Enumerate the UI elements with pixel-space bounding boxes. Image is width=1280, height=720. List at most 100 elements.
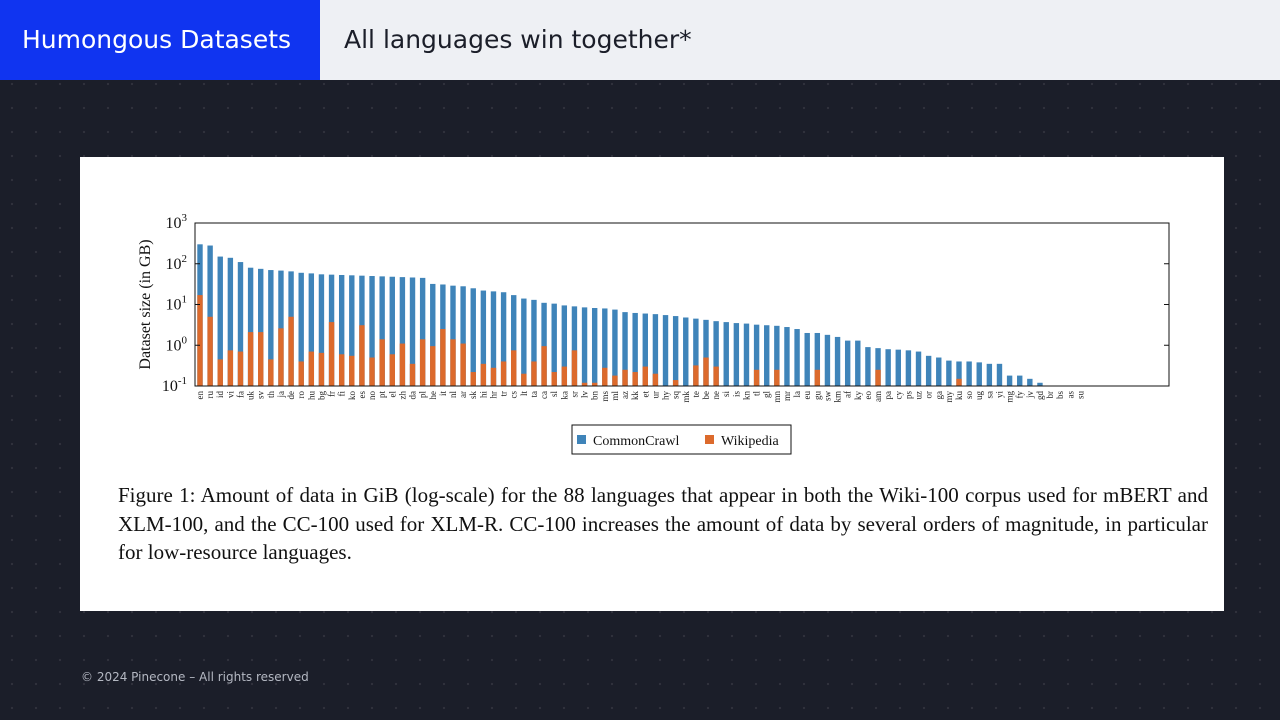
x-tick-label-el: el — [387, 391, 397, 398]
y-axis-label: Dataset size (in GB) — [137, 239, 154, 369]
bar-commoncrawl-mg — [1006, 375, 1013, 386]
x-tick-label-bn: bn — [590, 391, 600, 401]
x-tick-label-ca: ca — [539, 391, 549, 399]
x-tick-label-ru: ru — [205, 391, 215, 399]
bar-commoncrawl-ml — [612, 309, 618, 386]
bar-commoncrawl-te — [693, 318, 699, 386]
x-tick-label-jv: jv — [1025, 391, 1035, 400]
x-tick-label-it: it — [438, 391, 448, 397]
bar-commoncrawl-bg — [318, 274, 325, 386]
x-tick-label-sl: sl — [549, 391, 559, 398]
bar-commoncrawl-af — [844, 340, 851, 386]
bar-commoncrawl-ca — [541, 302, 547, 386]
bar-commoncrawl-cs — [511, 295, 517, 386]
bar-commoncrawl-da — [409, 277, 416, 386]
bar-commoncrawl-ne — [713, 321, 719, 386]
bar-commoncrawl-ps — [905, 350, 912, 386]
legend-swatch-wikipedia — [705, 435, 714, 444]
x-tick-label-su: su — [1075, 391, 1085, 400]
bar-commoncrawl-kk — [632, 312, 638, 386]
x-tick-label-km: km — [833, 391, 843, 403]
x-tick-label-bg: bg — [316, 391, 326, 401]
bar-commoncrawl-sr — [571, 306, 578, 386]
bar-wikipedia-sv — [258, 332, 264, 386]
x-tick-label-eo: eo — [863, 391, 873, 400]
bar-commoncrawl-ar — [460, 286, 466, 386]
x-tick-label-ro: ro — [296, 391, 306, 399]
x-tick-label-id: id — [215, 391, 225, 399]
bar-commoncrawl-sw — [824, 334, 831, 386]
x-tick-label-so: so — [964, 391, 974, 400]
bar-wikipedia-ja — [278, 328, 284, 386]
bar-commoncrawl-ka — [561, 305, 568, 386]
x-tick-label-cs: cs — [509, 391, 519, 399]
x-tick-label-hr: hr — [488, 391, 498, 399]
bar-commoncrawl-ga — [936, 357, 942, 386]
x-tick-label-ky: ky — [853, 391, 863, 401]
x-tick-label-te: te — [691, 391, 701, 398]
slide-header: Humongous Datasets All languages win tog… — [0, 0, 1280, 80]
bar-wikipedia-be — [703, 357, 709, 386]
x-tick-label-az: az — [620, 391, 630, 399]
bar-wikipedia-fa — [237, 351, 244, 386]
bar-wikipedia-ta — [531, 361, 537, 386]
x-tick-label-tl: tl — [752, 391, 762, 397]
footer-copyright: © 2024 Pinecone – All rights reserved — [81, 670, 309, 684]
bar-wikipedia-am — [875, 369, 881, 386]
bar-commoncrawl-jv — [1027, 378, 1033, 386]
bar-wikipedia-te — [693, 365, 699, 386]
x-tick-label-ta: ta — [529, 391, 539, 398]
bar-commoncrawl-zh — [399, 277, 406, 386]
x-tick-label-be: be — [701, 391, 711, 400]
bar-commoncrawl-be — [703, 319, 709, 386]
x-tick-label-nl: nl — [448, 391, 458, 399]
bar-commoncrawl-yi — [996, 363, 1003, 386]
bar-wikipedia-fi — [338, 354, 345, 386]
bar-wikipedia-it — [440, 329, 446, 386]
dataset-size-chart: en ru id vi fa uk sv th ja de ro hu bg fr fi ko es no pt el… — [137, 212, 1170, 455]
x-tick-label-sw: sw — [822, 391, 832, 402]
bar-wikipedia-th — [268, 359, 274, 386]
x-tick-label-et: et — [640, 391, 650, 398]
y-tick-label-0: 10-1 — [162, 375, 187, 395]
x-tick-label-or: or — [924, 391, 934, 399]
x-tick-label-gu: gu — [812, 391, 822, 401]
x-tick-labels: en ru id vi fa uk sv th ja de ro hu bg fr fi ko es no pt el… — [195, 391, 1085, 403]
x-tick-label-no: no — [367, 391, 377, 401]
legend-label-wikipedia: Wikipedia — [721, 434, 780, 449]
bar-commoncrawl-hr — [490, 291, 497, 386]
chart-bars — [197, 244, 1043, 386]
bar-wikipedia-ru — [207, 316, 213, 386]
bar-commoncrawl-pa — [885, 349, 891, 386]
x-tick-label-gd: gd — [1035, 391, 1045, 401]
x-tick-label-en: en — [195, 391, 205, 400]
bar-wikipedia-hu — [308, 351, 315, 386]
bar-commoncrawl-tr — [500, 292, 507, 386]
bar-commoncrawl-ms — [602, 308, 608, 386]
y-tick-label-3: 102 — [166, 253, 188, 273]
bar-commoncrawl-lv — [581, 307, 588, 386]
x-tick-label-ml: ml — [610, 391, 620, 401]
x-tick-label-af: af — [843, 391, 853, 398]
x-tick-label-da: da — [408, 391, 418, 400]
bar-commoncrawl-mk — [683, 317, 689, 386]
bar-wikipedia-ne — [713, 366, 719, 386]
bar-wikipedia-nl — [450, 339, 456, 386]
x-tick-label-zh: zh — [397, 391, 407, 400]
bar-commoncrawl-cy — [895, 349, 901, 386]
bar-wikipedia-no — [369, 357, 375, 386]
bar-wikipedia-bn — [591, 382, 598, 386]
bar-wikipedia-zh — [399, 343, 406, 386]
bar-commoncrawl-pl — [419, 277, 426, 386]
bar-commoncrawl-kn — [743, 323, 750, 386]
x-tick-label-yi: yi — [994, 391, 1004, 399]
bar-wikipedia-el — [389, 354, 395, 386]
x-tick-label-fi: fi — [337, 391, 347, 397]
x-tick-label-pa: pa — [883, 391, 893, 400]
x-tick-label-si: si — [721, 391, 731, 398]
legend-swatch-commoncrawl — [577, 435, 586, 444]
bar-wikipedia-ar — [460, 343, 466, 386]
x-tick-label-mn: mn — [772, 391, 782, 403]
bar-commoncrawl-ky — [855, 340, 861, 386]
bar-wikipedia-uk — [247, 332, 254, 386]
